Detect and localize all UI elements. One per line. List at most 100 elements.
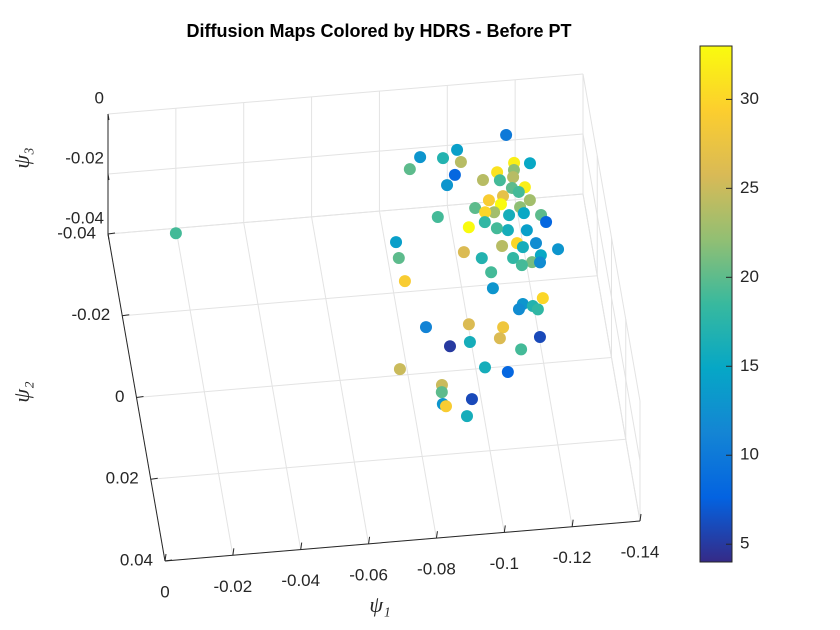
x-tick <box>164 553 167 562</box>
x-tick <box>571 519 574 527</box>
point <box>465 393 478 406</box>
point <box>476 174 489 187</box>
point <box>515 259 528 272</box>
z-tick-label: -0.04 <box>65 208 104 227</box>
x-tick-label: -0.02 <box>213 577 252 596</box>
point <box>393 363 406 376</box>
point <box>482 194 495 207</box>
point <box>507 251 520 264</box>
point <box>512 185 525 198</box>
x-tick-label: -0.08 <box>417 560 456 579</box>
y-tick <box>107 232 116 235</box>
point <box>501 224 514 237</box>
y-tick <box>164 559 173 562</box>
point <box>451 143 464 156</box>
point <box>485 266 498 279</box>
point <box>534 256 547 269</box>
point <box>441 179 454 192</box>
x-tick-label: -0.14 <box>621 542 660 561</box>
z-tick-label: 0 <box>95 88 104 107</box>
point <box>462 318 475 331</box>
x-axis-label: ψ₁ <box>369 592 390 617</box>
y-tick-label: -0.04 <box>57 223 96 242</box>
point <box>533 330 546 343</box>
grid-line <box>107 73 584 115</box>
point <box>552 243 565 256</box>
x-tick <box>300 542 303 550</box>
point <box>398 275 411 288</box>
grid-line <box>136 357 612 398</box>
grid-line <box>122 275 598 317</box>
point <box>390 236 403 249</box>
point <box>493 174 506 187</box>
y-tick-label: -0.02 <box>72 305 111 324</box>
point <box>512 303 525 316</box>
point <box>523 157 536 170</box>
point <box>435 386 448 399</box>
point <box>494 198 507 211</box>
point <box>419 321 432 334</box>
x-tick-label: -0.04 <box>281 571 320 590</box>
x-tick-label: -0.12 <box>553 548 592 567</box>
grid-line <box>107 133 584 175</box>
y-tick <box>136 396 144 398</box>
point <box>478 361 491 374</box>
x-tick <box>503 525 506 533</box>
z-tick <box>107 173 110 181</box>
y-axis-label: ψ₂ <box>9 381 34 403</box>
grid-line <box>150 438 626 480</box>
x-tick-label: 0 <box>160 582 169 601</box>
point <box>501 366 514 379</box>
x-tick <box>232 548 235 556</box>
point <box>503 209 516 222</box>
colorbar-tick-label: 20 <box>740 267 759 286</box>
point <box>457 246 470 259</box>
point <box>529 237 542 250</box>
point <box>392 252 405 265</box>
point <box>431 211 444 224</box>
point <box>460 410 473 423</box>
point <box>443 340 456 353</box>
point <box>448 168 461 181</box>
colorbar <box>699 45 733 563</box>
point <box>493 332 506 345</box>
x-axis-line <box>164 520 641 562</box>
x-tick-label: -0.1 <box>490 554 519 573</box>
point <box>516 241 529 254</box>
colorbar-tick-label: 15 <box>740 356 759 375</box>
point <box>531 303 544 316</box>
z-tick-label: -0.02 <box>65 148 104 167</box>
z-tick <box>107 233 110 241</box>
chart-title: Diffusion Maps Colored by HDRS - Before … <box>186 21 571 41</box>
point <box>523 194 536 207</box>
point <box>497 321 510 334</box>
y-tick-label: 0.02 <box>106 469 139 488</box>
point <box>463 336 476 349</box>
point <box>469 202 482 215</box>
point <box>540 215 553 228</box>
point <box>517 207 530 220</box>
point <box>403 163 416 176</box>
point <box>515 343 528 356</box>
point <box>454 155 467 168</box>
y-tick <box>122 314 130 317</box>
grid-line <box>582 133 641 462</box>
point <box>520 224 533 237</box>
x-tick <box>639 513 642 522</box>
y-tick <box>150 477 158 480</box>
y-tick-label: 0.04 <box>120 550 153 569</box>
point <box>536 292 549 305</box>
point <box>414 151 427 164</box>
x-tick-label: -0.06 <box>349 565 388 584</box>
point <box>439 400 452 413</box>
point <box>496 240 509 253</box>
point <box>475 252 488 265</box>
colorbar-tick-label: 10 <box>740 445 759 464</box>
y-tick-label: 0 <box>115 387 124 406</box>
point <box>478 216 491 229</box>
point <box>479 206 492 219</box>
grid-line <box>582 73 641 402</box>
point <box>486 282 499 295</box>
z-tick <box>107 113 110 121</box>
